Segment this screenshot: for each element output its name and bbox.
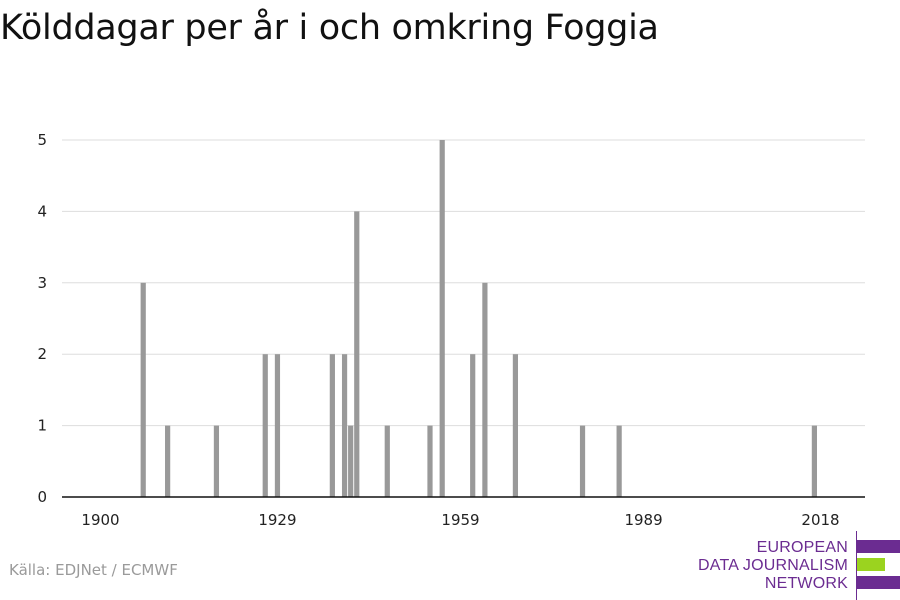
bar-2017 <box>811 425 817 497</box>
y-tick-label-2: 2 <box>37 345 47 363</box>
bar-1938 <box>329 354 335 497</box>
logo-bar-bottom <box>857 576 900 589</box>
logo-text-line-3: NETWORK <box>764 575 848 592</box>
logo-divider <box>856 531 857 600</box>
y-tick-labels: 0 1 2 3 4 5 <box>37 131 47 506</box>
y-tick-label-4: 4 <box>37 202 47 220</box>
bar-1963 <box>482 282 488 497</box>
bars <box>140 140 817 497</box>
bar-1968 <box>512 354 519 497</box>
bar-1919 <box>213 425 220 497</box>
bar-1961 <box>470 354 476 497</box>
x-tick-labels: 1900 1929 1959 1989 2018 <box>81 511 839 529</box>
bar-1956 <box>439 140 445 497</box>
bar-1979 <box>579 425 586 497</box>
bar-1927 <box>262 354 268 497</box>
bar-1947 <box>384 425 390 497</box>
source-note: Källa: EDJNet / ECMWF <box>9 561 178 579</box>
logo-text-line-1: EUROPEAN <box>756 539 848 556</box>
y-tick-label-0: 0 <box>37 488 47 506</box>
logo-text-line-2: DATA JOURNALISM <box>698 557 848 574</box>
edjnet-logo: EUROPEAN DATA JOURNALISM NETWORK <box>698 531 900 600</box>
x-tick-label-2018: 2018 <box>801 511 839 529</box>
y-tick-label-5: 5 <box>37 131 47 149</box>
x-tick-label-1900: 1900 <box>81 511 119 529</box>
x-tick-label-1989: 1989 <box>624 511 662 529</box>
x-tick-label-1959: 1959 <box>441 511 479 529</box>
gridlines <box>62 139 865 427</box>
logo-bar-top <box>857 540 900 553</box>
logo-bar-middle <box>857 558 885 571</box>
bar-1942 <box>354 211 360 497</box>
bar-1954 <box>427 425 433 497</box>
bar-1940 <box>341 354 348 497</box>
bar-1929 <box>274 354 281 497</box>
chart-title: Kölddagar per år i och omkring Foggia <box>0 8 659 48</box>
y-tick-label-1: 1 <box>37 417 47 435</box>
bar-1941 <box>348 425 354 497</box>
y-tick-label-3: 3 <box>37 274 47 292</box>
bar-1985 <box>616 425 622 497</box>
bar-1907 <box>140 282 146 497</box>
bar-1911 <box>165 425 171 497</box>
x-tick-label-1929: 1929 <box>258 511 296 529</box>
